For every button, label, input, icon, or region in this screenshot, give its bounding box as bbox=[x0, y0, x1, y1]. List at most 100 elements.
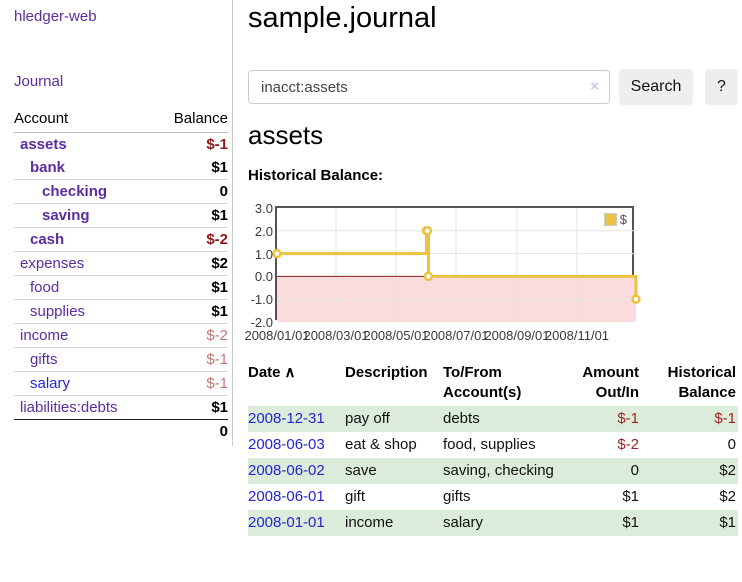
transaction-row[interactable]: 2008-12-31 pay off debts $-1 $-1 bbox=[248, 406, 738, 432]
transaction-description: gift bbox=[345, 488, 366, 505]
accounts-table: Account Balance assets $-1 bank $1 checking 0… bbox=[14, 106, 228, 443]
transaction-accounts: food, supplies bbox=[443, 436, 536, 453]
x-axis-tick-label: 2008/01/01 bbox=[244, 328, 310, 343]
account-row: checking 0 bbox=[14, 179, 228, 204]
y-axis-tick-label: -2.0 bbox=[250, 315, 273, 330]
accounts-header-account: Account bbox=[14, 106, 155, 133]
chart-title: Historical Balance: bbox=[248, 167, 384, 184]
transaction-amount: $1 bbox=[622, 488, 639, 505]
x-axis-tick-label: 2008/05/01 bbox=[363, 328, 429, 343]
transaction-balance: $-1 bbox=[641, 406, 738, 432]
register-header-balance: Historical Balance bbox=[667, 364, 736, 401]
sidebar-item-journal[interactable]: Journal bbox=[14, 73, 64, 90]
account-row: expenses $2 bbox=[14, 251, 228, 276]
transaction-date-link[interactable]: 2008-01-01 bbox=[248, 514, 325, 531]
account-balance: $-2 bbox=[154, 227, 228, 252]
main-content: sample.journal × Search ? assets Histori… bbox=[244, 0, 738, 582]
register-header-description: Description bbox=[345, 364, 428, 381]
search-button[interactable]: Search bbox=[619, 69, 693, 105]
y-axis-tick-label: 3.0 bbox=[254, 201, 273, 216]
transaction-accounts: debts bbox=[443, 406, 561, 432]
account-link-salary[interactable]: salary bbox=[30, 375, 71, 392]
transaction-date-link[interactable]: 2008-12-31 bbox=[248, 410, 325, 427]
transaction-amount: $1 bbox=[561, 510, 641, 536]
clear-search-icon[interactable]: × bbox=[590, 78, 599, 95]
transaction-amount: 0 bbox=[561, 458, 641, 484]
transaction-row[interactable]: 2008-06-01 gift gifts $1 $2 bbox=[248, 484, 738, 510]
register-table: Date ∧ Description To/From Account(s) Amo… bbox=[248, 360, 738, 536]
search-box: × bbox=[248, 70, 610, 104]
transaction-date-link[interactable]: 2008-06-01 bbox=[248, 488, 325, 505]
account-balance: $-1 bbox=[206, 136, 228, 153]
transaction-description: save bbox=[345, 458, 443, 484]
transaction-row[interactable]: 2008-06-02 save saving, checking 0 $2 bbox=[248, 458, 738, 484]
register-header-accounts: To/From Account(s) bbox=[443, 364, 522, 401]
account-row: liabilities:debts $1 bbox=[14, 395, 228, 420]
transaction-amount: $-1 bbox=[561, 406, 641, 432]
x-axis-tick-label: 2008/03/01 bbox=[303, 328, 369, 343]
account-link-gifts[interactable]: gifts bbox=[30, 351, 58, 368]
account-row: supplies $1 bbox=[14, 299, 228, 324]
transaction-description: income bbox=[345, 510, 443, 536]
sort-asc-icon: ∧ bbox=[284, 364, 296, 381]
account-balance: $1 bbox=[211, 159, 228, 176]
transaction-accounts: salary bbox=[443, 510, 561, 536]
account-row: income $-2 bbox=[14, 323, 228, 348]
account-balance: $-2 bbox=[154, 323, 228, 348]
transaction-accounts: gifts bbox=[443, 488, 471, 505]
transaction-row[interactable]: 2008-06-03 eat & shop food, supplies $-2 0 bbox=[248, 432, 738, 458]
account-link-checking[interactable]: checking bbox=[42, 183, 108, 200]
account-link-liabilities-debts[interactable]: liabilities:debts bbox=[20, 399, 118, 416]
account-row: assets $-1 bbox=[14, 133, 228, 157]
transaction-row[interactable]: 2008-01-01 income salary $1 $1 bbox=[248, 510, 738, 536]
account-link-cash[interactable]: cash bbox=[30, 231, 65, 248]
transaction-balance: $1 bbox=[641, 510, 738, 536]
x-axis-tick-label: 2008/09/01 bbox=[484, 328, 550, 343]
account-balance: $1 bbox=[154, 395, 228, 420]
account-row: bank $1 bbox=[14, 156, 228, 180]
help-button[interactable]: ? bbox=[705, 69, 738, 105]
transaction-description: eat & shop bbox=[345, 436, 417, 453]
x-axis-tick-label: 2008/11/01 bbox=[544, 328, 610, 343]
transaction-balance: $2 bbox=[719, 488, 736, 505]
account-link-supplies[interactable]: supplies bbox=[30, 303, 86, 320]
account-balance: $2 bbox=[154, 251, 228, 276]
account-link-food[interactable]: food bbox=[30, 279, 60, 296]
chart-legend: $ bbox=[601, 211, 629, 228]
transaction-amount: $-2 bbox=[617, 436, 639, 453]
account-row: gifts $-1 bbox=[14, 347, 228, 372]
account-heading: assets bbox=[248, 120, 324, 150]
transaction-date-link[interactable]: 2008-06-03 bbox=[248, 436, 325, 453]
chart-plot-area: $ 3.0 2.0 1.0 0.0 -1.0 -2.0 2008/01/01 2008/03… bbox=[244, 202, 641, 343]
account-link-bank[interactable]: bank bbox=[30, 159, 66, 176]
sidebar: hledger-web Journal Account Balance asse… bbox=[0, 0, 233, 446]
transaction-description: pay off bbox=[345, 406, 443, 432]
account-link-income[interactable]: income bbox=[20, 327, 69, 344]
series-color-swatch bbox=[603, 213, 617, 226]
account-link-saving[interactable]: saving bbox=[42, 207, 90, 224]
account-balance: $1 bbox=[154, 203, 228, 228]
account-link-assets[interactable]: assets bbox=[20, 136, 67, 153]
transaction-date-link[interactable]: 2008-06-02 bbox=[248, 462, 325, 479]
y-axis-tick-label: 1.0 bbox=[254, 246, 273, 262]
search-form: × Search ? bbox=[248, 69, 738, 105]
legend-label: $ bbox=[619, 212, 627, 227]
app-title-link[interactable]: hledger-web bbox=[14, 8, 97, 25]
account-link-expenses[interactable]: expenses bbox=[20, 255, 85, 272]
transaction-balance: $2 bbox=[641, 458, 738, 484]
transaction-balance: 0 bbox=[727, 436, 736, 453]
register-header-date[interactable]: Date ∧ bbox=[248, 364, 296, 381]
search-input[interactable] bbox=[249, 71, 579, 103]
accounts-total-balance: 0 bbox=[154, 419, 228, 443]
account-balance: $-1 bbox=[154, 347, 228, 372]
y-axis-tick-label: 2.0 bbox=[254, 223, 273, 239]
historical-balance-chart: $ 3.0 2.0 1.0 0.0 -1.0 -2.0 2008/01/01 2008/03… bbox=[244, 198, 668, 348]
account-row: cash $-2 bbox=[14, 227, 228, 252]
y-axis-tick-label: -1.0 bbox=[250, 292, 273, 308]
account-balance: $1 bbox=[154, 299, 228, 324]
accounts-header-balance: Balance bbox=[154, 106, 228, 133]
account-balance: $-1 bbox=[154, 371, 228, 396]
account-row: salary $-1 bbox=[14, 371, 228, 396]
x-axis-tick-label: 2008/07/01 bbox=[423, 328, 489, 343]
accounts-total-row: 0 bbox=[14, 419, 228, 443]
